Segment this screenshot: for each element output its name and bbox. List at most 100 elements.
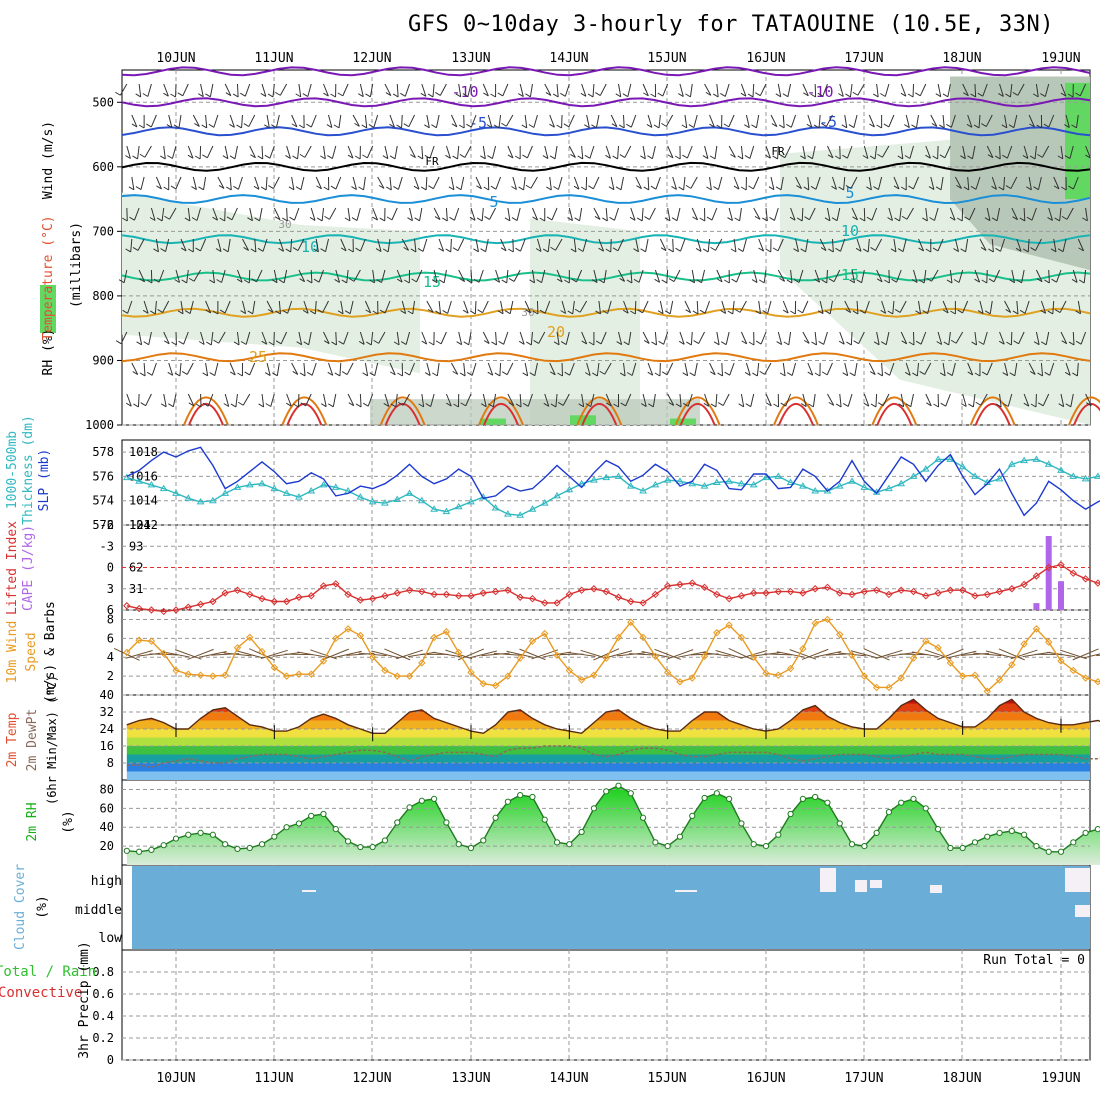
wind-barb — [549, 371, 556, 376]
wind-barb-10m — [801, 648, 829, 660]
wind-barb — [671, 217, 678, 222]
wind-barb — [414, 238, 417, 252]
wind-barb — [680, 238, 686, 252]
lifted-index-point — [848, 590, 856, 599]
precip-tick-label: 0.2 — [92, 1031, 114, 1045]
wind-barb — [427, 93, 434, 98]
wind-barb — [1078, 247, 1084, 252]
wind-barb — [689, 279, 695, 284]
rh2m-point — [947, 844, 954, 852]
wind-barb — [266, 300, 274, 313]
rh2m-point — [246, 844, 253, 852]
wind-barb — [876, 269, 883, 282]
wind-barb — [137, 145, 140, 159]
wind-barb — [396, 124, 402, 129]
wind-barb — [877, 402, 884, 407]
wind-barb — [579, 300, 588, 313]
wind-barb — [752, 372, 758, 377]
wind-barb — [313, 248, 319, 253]
temperature-contour — [674, 396, 721, 426]
wind-barb — [698, 331, 705, 344]
wind-barb — [1083, 269, 1087, 283]
wind10m-point — [688, 674, 696, 682]
temperature-contour — [778, 403, 814, 426]
wind-barb — [400, 92, 406, 97]
wind-barb — [900, 393, 905, 407]
wind-barb — [165, 238, 170, 252]
wind-barb — [274, 216, 281, 221]
wind-barb — [155, 238, 159, 252]
rh2m-point — [406, 804, 413, 811]
wind-barb — [1061, 215, 1068, 220]
wind-barb — [915, 92, 921, 97]
wind-barb — [901, 340, 907, 345]
wind-barb — [488, 403, 494, 408]
wind-barb — [777, 331, 783, 345]
contour-label: 20 — [547, 323, 565, 341]
wind-barb — [840, 238, 846, 252]
wind-barb — [338, 340, 344, 345]
wind-barb — [1005, 309, 1011, 313]
wind-barb — [242, 238, 250, 251]
wind-barb — [780, 176, 784, 190]
temperature-contour — [281, 396, 328, 426]
wind-barb — [409, 145, 416, 158]
wind-barb — [642, 393, 647, 407]
wind-barb — [605, 154, 611, 159]
wind-barb — [550, 246, 556, 251]
slp-tick-label: 572 — [92, 518, 114, 532]
wind-barb — [772, 247, 779, 252]
wind-barb — [786, 123, 792, 128]
dewpt-line — [126, 745, 1100, 769]
wind-barb — [1058, 403, 1064, 408]
rh2m-point — [713, 790, 720, 797]
wind-barb — [803, 92, 809, 97]
wind-barb — [149, 217, 156, 221]
wind-barb — [236, 269, 243, 283]
lifted-index-point — [258, 594, 266, 603]
wind-barb — [733, 185, 740, 190]
wind-barb — [661, 279, 668, 284]
wind-barb — [706, 216, 713, 221]
wind-barb — [814, 331, 818, 345]
temperature-contour — [773, 396, 819, 426]
lifted-index-point — [958, 586, 967, 594]
wind-barb — [668, 278, 675, 283]
wind-barb — [286, 393, 292, 407]
wind-barb — [650, 93, 656, 98]
wind-barb — [333, 124, 340, 129]
axis-label: 2m DewPt — [25, 709, 40, 772]
wind-barb — [1082, 217, 1088, 222]
wind-barb — [962, 300, 969, 314]
lifted-index-point — [307, 592, 315, 600]
wind-barb — [756, 362, 760, 376]
wind-barb — [271, 279, 278, 284]
wind-barb — [360, 238, 366, 252]
wind-barb — [1003, 176, 1006, 191]
wind-barb — [1028, 176, 1032, 190]
wind-barb — [168, 362, 174, 376]
thickness-point — [331, 483, 340, 490]
wind-barb — [1011, 207, 1018, 220]
wind-barb — [1070, 393, 1074, 407]
wind-barb — [907, 93, 914, 98]
rh2m-point — [369, 843, 376, 851]
wind-barb — [1027, 238, 1030, 253]
wind-barb — [951, 362, 956, 376]
wind-barb — [568, 207, 573, 221]
wind-barb — [424, 372, 431, 376]
wind-barb — [393, 186, 399, 190]
wind-barb — [374, 362, 379, 376]
wind-barb — [323, 340, 330, 345]
wind-barb — [285, 155, 291, 159]
wind-barb — [529, 372, 536, 377]
wind-barb — [519, 83, 524, 97]
wind-barb — [724, 371, 730, 376]
wind-barb — [146, 123, 152, 128]
wind-barb — [272, 83, 275, 97]
wind-barb — [866, 216, 873, 221]
wind-barb — [842, 154, 848, 159]
wind-barb — [960, 155, 966, 160]
wind-barb — [372, 269, 375, 283]
wind-barb — [966, 123, 973, 128]
